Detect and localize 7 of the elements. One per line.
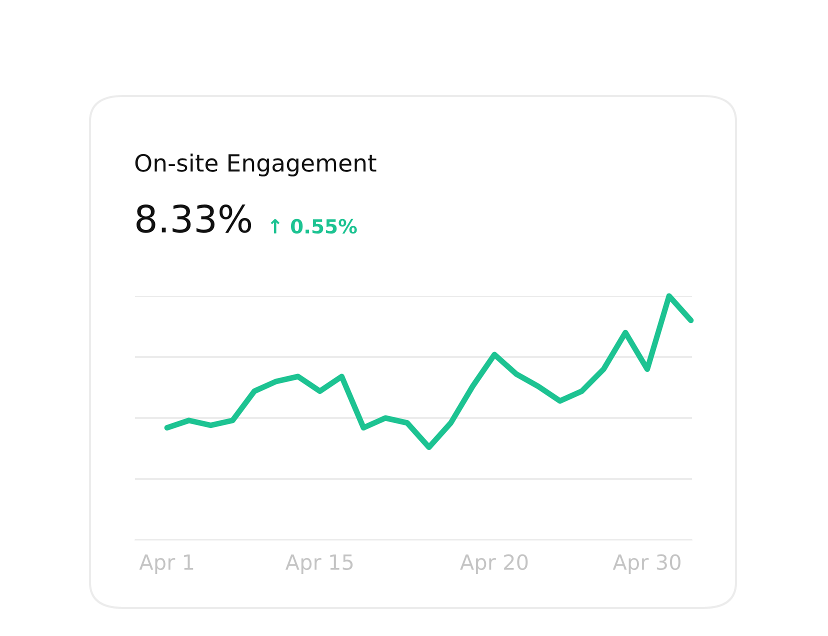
x-tick-label: Apr 30 — [612, 554, 680, 574]
chart-title: On-site Engagement — [135, 154, 376, 176]
x-tick-label: Apr 1 — [139, 554, 194, 574]
text: ↑ 0.55% — [270, 218, 357, 234]
x-tick-label: Apr 15 — [285, 554, 353, 574]
x-tick-label: Apr 20 — [460, 554, 528, 574]
chart-subtitle: 8.33% — [136, 204, 252, 233]
